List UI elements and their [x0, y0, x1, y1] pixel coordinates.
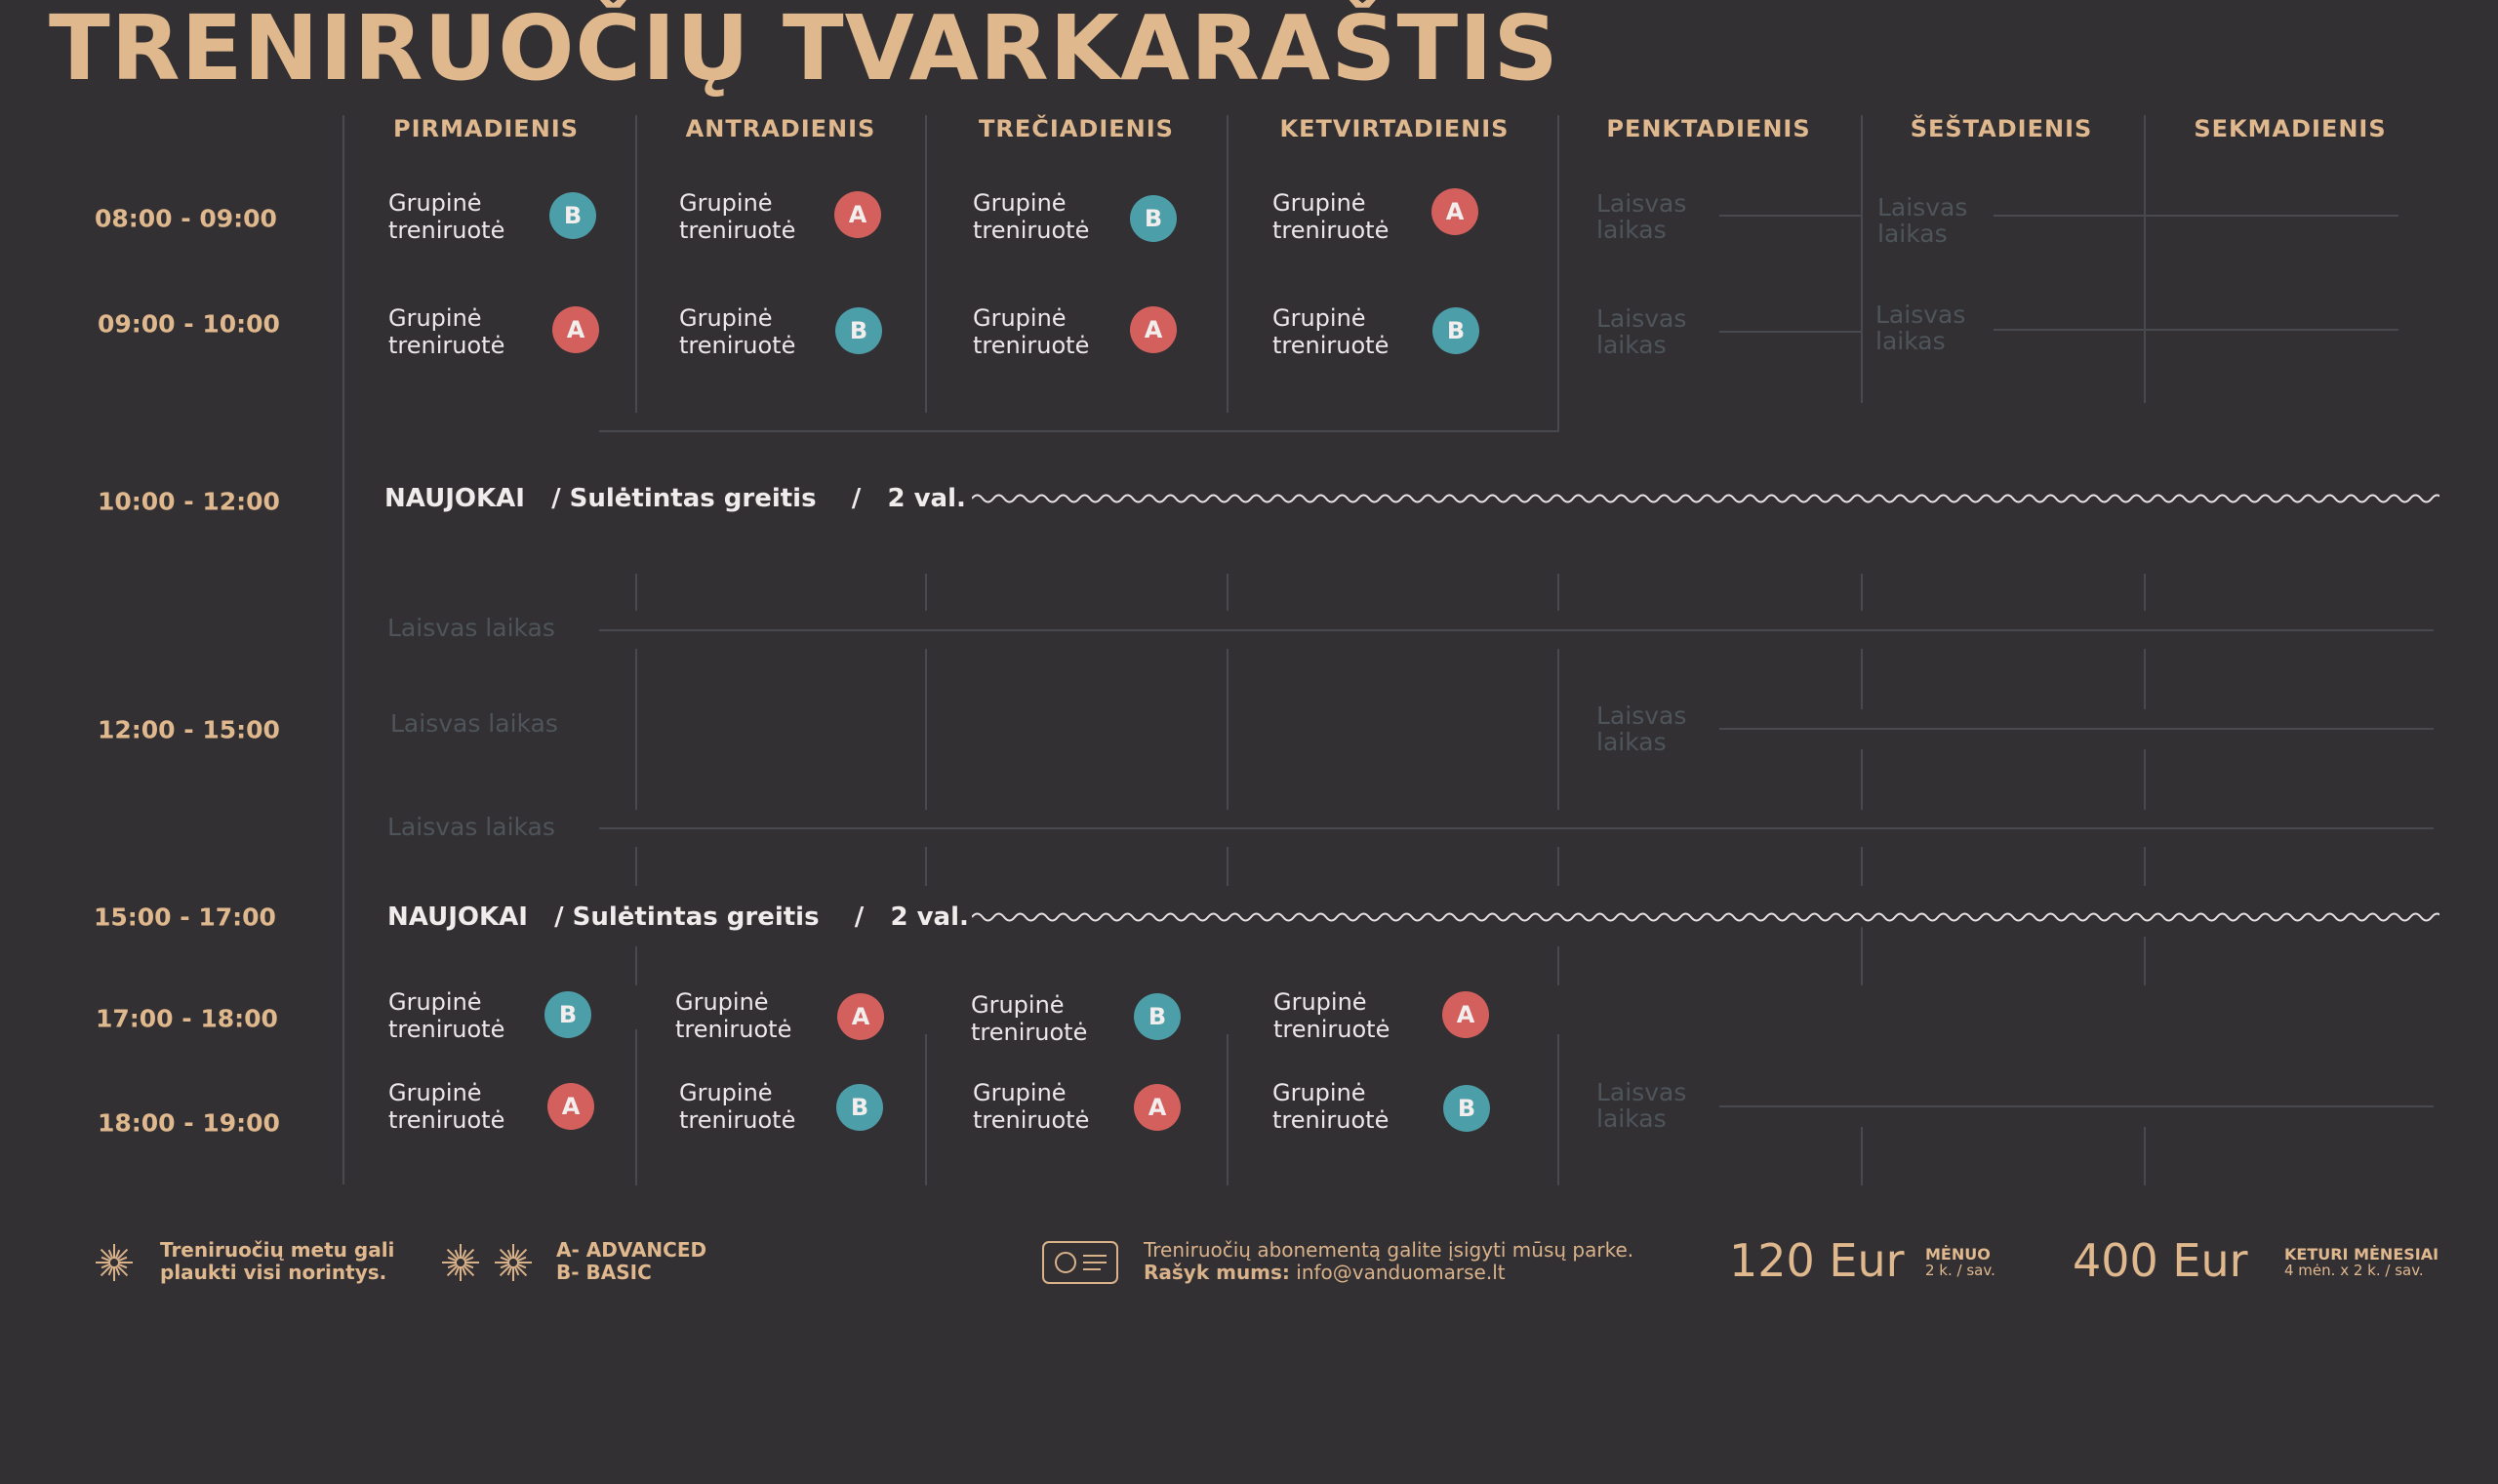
free-time-cell: Laisvas laikas [1875, 301, 1966, 355]
level-badge: A [1134, 1084, 1181, 1131]
sun-icon [442, 1244, 479, 1281]
beginners-speed: Sulėtintas greitis [569, 484, 817, 513]
sun-icon [495, 1244, 532, 1281]
day-header-thursday: KETVIRTADIENIS [1279, 115, 1510, 142]
free-time-cell: Laisvas laikas [1877, 193, 1968, 248]
beginners-duration: 2 val. [887, 484, 966, 513]
level-badge: B [549, 192, 596, 239]
free-time-cell: Laisvas laikas [1596, 304, 1687, 359]
level-badge: A [1130, 306, 1177, 353]
level-badge: A [834, 191, 881, 238]
session-cell: Grupinė treniruotė [388, 1079, 505, 1134]
session-cell: Grupinė treniruotė [1272, 1079, 1390, 1134]
session-cell: Grupinė treniruotė [679, 304, 796, 359]
price-label: KETURI MĖNESIAI 4 mėn. x 2 k. / sav. [2284, 1245, 2439, 1279]
beginners-speed: Sulėtintas greitis [572, 902, 820, 932]
level-badge: A [1442, 991, 1489, 1038]
session-cell: Grupinė treniruotė [971, 991, 1088, 1046]
level-badge: A [837, 993, 884, 1040]
time-label: 15:00 - 17:00 [94, 902, 276, 932]
day-header-saturday: ŠEŠTADIENIS [1910, 115, 2093, 142]
free-time-cell: Laisvas laikas [387, 614, 555, 642]
subscription-info: Treniruočių abonementą galite įsigyti mū… [1144, 1238, 1634, 1284]
beginners-label: NAUJOKAI [387, 902, 528, 932]
session-cell: Grupinė treniruotė [679, 1079, 796, 1134]
free-time-cell: Laisvas laikas [1596, 189, 1687, 244]
level-badge: B [1443, 1085, 1490, 1132]
legend-advanced: A- ADVANCED [556, 1238, 707, 1262]
time-label: 12:00 - 15:00 [98, 715, 280, 744]
day-header-wednesday: TREČIADIENIS [979, 115, 1174, 142]
price-amount: 120 Eur [1729, 1234, 1905, 1287]
level-badge: B [544, 991, 591, 1038]
session-cell: Grupinė treniruotė [1272, 189, 1390, 244]
session-cell: Grupinė treniruotė [973, 189, 1090, 244]
time-label: 18:00 - 19:00 [98, 1108, 280, 1138]
level-badge: B [836, 1084, 883, 1131]
price-amount: 400 Eur [2073, 1234, 2248, 1287]
beginners-duration: 2 val. [890, 902, 969, 932]
sun-icon [96, 1244, 133, 1281]
time-label: 17:00 - 18:00 [96, 1004, 278, 1033]
day-header-tuesday: ANTRADIENIS [685, 115, 876, 142]
level-badge: B [835, 307, 882, 354]
legend-levels: A- ADVANCED B- BASIC [556, 1239, 706, 1284]
free-time-cell: Laisvas laikas [387, 813, 555, 841]
session-cell: Grupinė treniruotė [388, 988, 505, 1043]
time-label: 09:00 - 10:00 [98, 309, 280, 339]
session-cell: Grupinė treniruotė [388, 304, 505, 359]
page-title: TRENIRUOČIŲ TVARKARAŠTIS [49, 0, 1559, 100]
level-badge: A [1431, 188, 1478, 235]
ticket-icon [1042, 1241, 1118, 1284]
contact-email[interactable]: info@vanduomarse.lt [1296, 1261, 1506, 1284]
price-label: MĖNUO 2 k. / sav. [1925, 1245, 1995, 1279]
level-badge: B [1134, 993, 1181, 1040]
wave-line [972, 912, 2439, 922]
wave-line [972, 494, 2439, 503]
day-header-sunday: SEKMADIENIS [2194, 115, 2387, 142]
legend-basic: B- BASIC [556, 1261, 652, 1284]
session-cell: Grupinė treniruotė [388, 189, 505, 244]
session-cell: Grupinė treniruotė [1272, 304, 1390, 359]
beginners-label: NAUJOKAI [384, 484, 525, 513]
level-badge: B [1432, 307, 1479, 354]
free-time-cell: Laisvas laikas [390, 709, 558, 738]
beginners-session: NAUJOKAI / Sulėtintas greitis / 2 val. [387, 902, 969, 932]
session-cell: Grupinė treniruotė [973, 304, 1090, 359]
free-time-cell: Laisvas laikas [1596, 702, 1687, 756]
session-cell: Grupinė treniruotė [679, 189, 796, 244]
level-badge: A [547, 1083, 594, 1130]
beginners-session: NAUJOKAI / Sulėtintas greitis / 2 val. [384, 484, 966, 513]
day-header-friday: PENKTADIENIS [1606, 115, 1811, 142]
level-badge: B [1130, 195, 1177, 242]
legend-note: Treniruočių metu gali plaukti visi norint… [160, 1238, 395, 1284]
session-cell: Grupinė treniruotė [973, 1079, 1090, 1134]
day-header-monday: PIRMADIENIS [392, 115, 580, 142]
contact-label: Rašyk mums: [1144, 1261, 1290, 1284]
level-badge: A [552, 306, 599, 353]
session-cell: Grupinė treniruotė [1273, 988, 1390, 1043]
time-label: 08:00 - 09:00 [95, 204, 277, 233]
session-cell: Grupinė treniruotė [675, 988, 792, 1043]
free-time-cell: Laisvas laikas [1596, 1078, 1687, 1133]
time-label: 10:00 - 12:00 [98, 487, 280, 516]
